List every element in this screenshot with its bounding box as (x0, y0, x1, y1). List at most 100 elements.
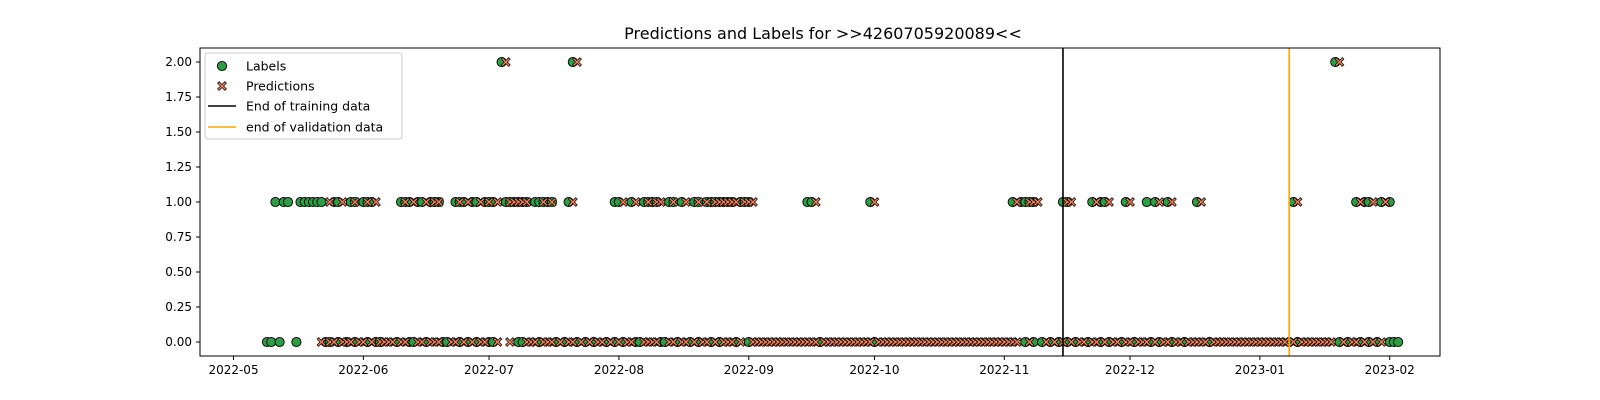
prediction-point (1166, 197, 1177, 207)
prediction-point (371, 197, 381, 207)
prediction-point (748, 197, 758, 207)
prediction-point (1141, 337, 1152, 347)
label-point (274, 336, 285, 348)
prediction-point (1359, 337, 1370, 347)
prediction-point (329, 337, 339, 347)
prediction-point (1326, 337, 1336, 347)
x-tick-label: 2022-08 (594, 363, 644, 377)
label-point (270, 196, 281, 208)
prediction-point (869, 197, 880, 207)
prediction-point (651, 337, 662, 347)
x-tick-label: 2022-06 (338, 363, 388, 377)
x-tick-label: 2023-02 (1365, 363, 1415, 377)
prediction-point (530, 337, 541, 347)
prediction-point (735, 337, 746, 347)
prediction-point (576, 337, 587, 347)
prediction-point (546, 337, 557, 347)
prediction-point (492, 197, 503, 207)
y-tick-label: 0.00 (165, 335, 192, 349)
prediction-point (500, 57, 511, 67)
legend: Labels Predictions End of training data end… (204, 52, 403, 140)
prediction-point (630, 197, 641, 207)
y-tick-label: 1.75 (165, 90, 192, 104)
prediction-point (1011, 197, 1022, 207)
prediction-point (1032, 197, 1043, 207)
y-tick-label: 2.00 (165, 55, 192, 69)
prediction-point (324, 197, 335, 207)
prediction-point (1125, 337, 1135, 347)
prediction-point (362, 197, 373, 207)
prediction-point (655, 197, 666, 207)
x-tick-label: 2022-12 (1105, 363, 1155, 377)
prediction-point (1200, 337, 1211, 347)
prediction-point (546, 197, 557, 207)
y-tick-label: 1.00 (165, 195, 192, 209)
prediction-point (366, 337, 377, 347)
prediction-point (421, 197, 432, 207)
prediction-point (681, 197, 691, 207)
prediction-point (1368, 197, 1378, 207)
prediction-point (567, 197, 578, 207)
prediction-point (408, 197, 419, 207)
prediction-point (1351, 337, 1362, 347)
legend-entry-label: Predictions (246, 79, 315, 94)
prediction-point (350, 197, 360, 207)
legend-box (204, 52, 403, 140)
label-point (316, 196, 327, 208)
prediction-point (614, 337, 624, 347)
legend-labels-marker (216, 60, 228, 72)
prediction-point (467, 337, 478, 347)
prediction-point (1079, 337, 1089, 347)
prediction-point (1338, 337, 1349, 347)
prediction-point (433, 337, 444, 347)
prediction-point (492, 337, 503, 347)
prediction-point (1334, 57, 1345, 67)
prediction-point (1024, 337, 1035, 347)
prediction-point (450, 337, 461, 347)
prediction-point (1380, 197, 1391, 207)
prediction-point (345, 337, 356, 347)
prediction-point (1376, 337, 1387, 347)
prediction-point (701, 337, 712, 347)
prediction-point (1175, 337, 1186, 347)
prediction-point (584, 337, 595, 347)
prediction-point (475, 197, 486, 207)
legend-entry-label: End of training data (246, 99, 370, 114)
y-tick-label: 0.50 (165, 265, 192, 279)
label-point (1141, 196, 1152, 208)
prediction-point (681, 337, 691, 347)
y-tick-label: 1.25 (165, 160, 192, 174)
prediction-point (643, 197, 654, 207)
x-tick-label: 2023-01 (1235, 363, 1285, 377)
prediction-point (337, 197, 348, 207)
prediction-point (693, 197, 704, 207)
x-tick-label: 2022-10 (849, 363, 899, 377)
prediction-point (555, 337, 566, 347)
prediction-point (1125, 197, 1135, 207)
prediction-point (668, 337, 679, 347)
prediction-point (626, 337, 637, 347)
prediction-point (605, 337, 616, 347)
prediction-point (400, 337, 411, 347)
prediction-point (454, 197, 465, 207)
prediction-point (1011, 337, 1022, 347)
label-point (266, 336, 277, 348)
prediction-point (521, 197, 532, 207)
prediction-point (865, 337, 876, 347)
prediction-point (689, 337, 700, 347)
prediction-point (572, 57, 582, 67)
prediction-point (810, 197, 821, 207)
prediction-point (1154, 197, 1165, 207)
prediction-point (484, 197, 494, 207)
axes: 2022-05 2022-06 2022-07 2022-08 2022-09 2022-… (165, 55, 1415, 377)
prediction-point (1099, 337, 1110, 347)
prediction-point (1150, 337, 1161, 347)
prediction-point (1280, 337, 1290, 347)
prediction-point (567, 337, 578, 347)
prediction-point (1162, 337, 1173, 347)
prediction-point (668, 197, 679, 207)
x-tick-label: 2022-11 (979, 363, 1029, 377)
prediction-point (1196, 197, 1207, 207)
prediction-point (463, 197, 474, 207)
